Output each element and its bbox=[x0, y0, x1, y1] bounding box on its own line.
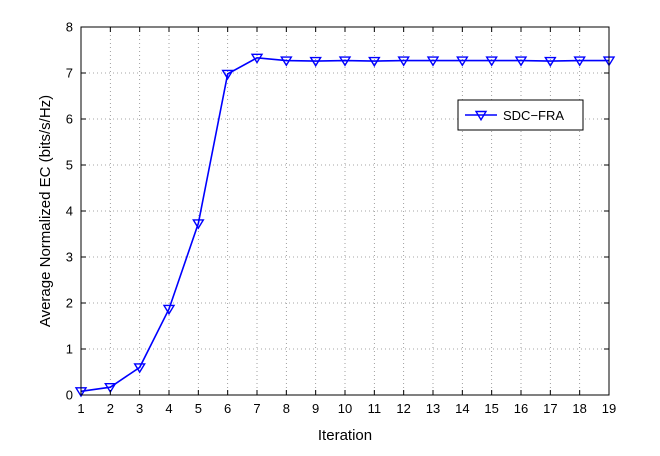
grid-lines bbox=[81, 27, 609, 395]
data-point bbox=[397, 56, 410, 67]
x-tick-label: 5 bbox=[195, 401, 202, 416]
y-tick-label: 6 bbox=[66, 112, 73, 127]
data-point bbox=[544, 56, 557, 68]
data-point bbox=[514, 56, 528, 67]
x-tick-label: 18 bbox=[572, 401, 586, 416]
x-axis-label: Iteration bbox=[318, 427, 372, 444]
x-tick-label: 19 bbox=[602, 401, 616, 416]
data-point bbox=[368, 56, 381, 68]
y-tick-label: 2 bbox=[66, 296, 73, 311]
x-tick-label: 2 bbox=[107, 401, 114, 416]
tick-marks bbox=[80, 26, 610, 396]
y-tick-label: 3 bbox=[66, 250, 73, 265]
x-tick-label: 7 bbox=[253, 401, 260, 416]
legend-marker bbox=[474, 110, 488, 122]
x-tick-label: 17 bbox=[543, 401, 557, 416]
data-point bbox=[133, 363, 146, 374]
x-tick-label: 9 bbox=[312, 401, 319, 416]
x-tick-label: 14 bbox=[455, 401, 469, 416]
x-tick-label: 8 bbox=[283, 401, 290, 416]
data-point bbox=[192, 219, 205, 230]
data-point bbox=[426, 56, 440, 67]
x-tick-label: 4 bbox=[165, 401, 172, 416]
x-tick-label: 11 bbox=[368, 401, 382, 416]
y-tick-label: 1 bbox=[66, 342, 73, 357]
legend-entry-sdc-fra: SDC−FRA bbox=[503, 108, 564, 123]
x-tick-label: 1 bbox=[77, 401, 84, 416]
data-point bbox=[104, 382, 117, 394]
data-point bbox=[485, 56, 498, 67]
data-point bbox=[250, 53, 264, 64]
x-tick-label: 10 bbox=[338, 401, 352, 416]
x-tick-label: 16 bbox=[514, 401, 528, 416]
y-tick-label: 5 bbox=[66, 158, 73, 173]
series-line-0 bbox=[80, 57, 609, 393]
x-tick-label: 3 bbox=[136, 401, 143, 416]
x-tick-label: 6 bbox=[224, 401, 231, 416]
data-point bbox=[338, 56, 352, 67]
y-tick-label: 0 bbox=[66, 388, 73, 403]
x-tick-label: 15 bbox=[484, 401, 498, 416]
data-point bbox=[280, 56, 293, 67]
data-point bbox=[573, 56, 586, 67]
data-point bbox=[221, 69, 234, 81]
y-axis-label: Average Normalized EC (bits/s/Hz) bbox=[37, 95, 54, 327]
x-tick-label: 13 bbox=[426, 401, 440, 416]
data-point bbox=[456, 56, 469, 67]
legend: SDC−FRA bbox=[457, 99, 584, 131]
x-tick-label: 12 bbox=[396, 401, 410, 416]
data-point bbox=[309, 56, 322, 68]
data-point bbox=[162, 304, 176, 316]
y-tick-label: 8 bbox=[66, 20, 73, 35]
y-tick-label: 7 bbox=[66, 66, 73, 81]
y-tick-label: 4 bbox=[66, 204, 73, 219]
